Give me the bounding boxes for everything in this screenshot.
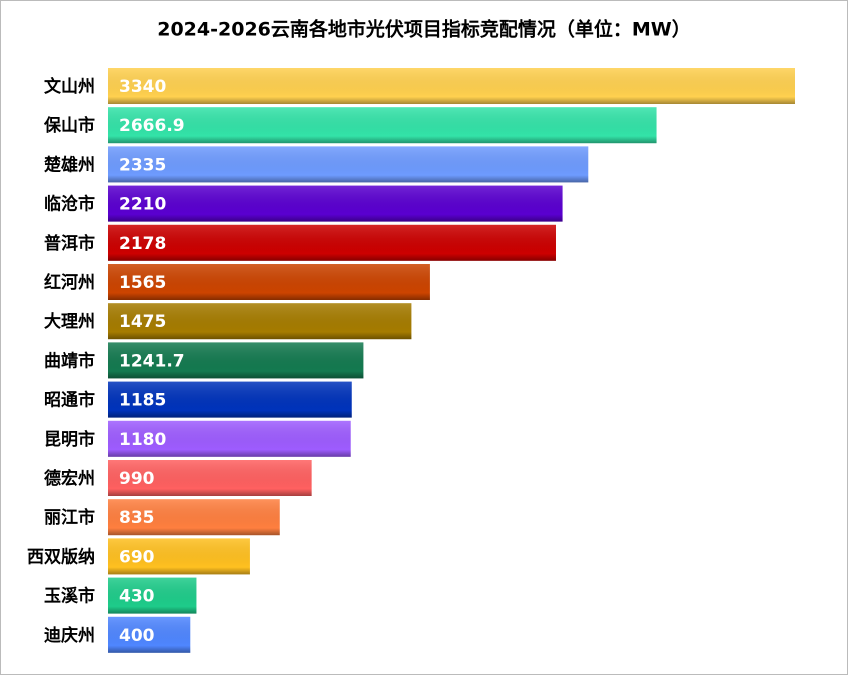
bar-shade xyxy=(108,342,364,379)
value-label: 690 xyxy=(119,547,155,567)
bar-shade xyxy=(108,146,589,183)
value-label: 1565 xyxy=(119,273,166,293)
value-label: 1180 xyxy=(119,430,166,450)
bar-shade xyxy=(108,107,657,144)
value-label: 400 xyxy=(119,626,155,646)
category-label: 迪庆州 xyxy=(44,625,95,646)
category-label: 德宏州 xyxy=(44,468,95,489)
value-label: 430 xyxy=(119,587,155,607)
category-label: 曲靖市 xyxy=(44,350,95,371)
bar-shade xyxy=(108,499,280,536)
bar-shade xyxy=(108,303,412,340)
bar-shade xyxy=(108,577,197,614)
value-label: 835 xyxy=(119,508,155,528)
category-label: 临沧市 xyxy=(44,194,95,215)
bar-shade xyxy=(108,381,352,418)
bar-shade xyxy=(108,460,312,496)
bar-shade xyxy=(108,185,563,222)
category-label: 红河州 xyxy=(44,272,95,293)
bar-shade xyxy=(108,538,250,575)
value-label: 3340 xyxy=(119,77,166,97)
category-label: 大理州 xyxy=(44,311,95,332)
category-label: 西双版纳 xyxy=(27,546,95,567)
bar-shade xyxy=(108,420,351,457)
value-label: 990 xyxy=(119,469,155,489)
category-label: 丽江市 xyxy=(44,507,95,528)
value-label: 1185 xyxy=(119,391,166,411)
bar-shade xyxy=(108,264,430,300)
bar-shade xyxy=(108,224,556,261)
category-label: 玉溪市 xyxy=(44,586,95,607)
category-label: 保山市 xyxy=(43,115,95,136)
value-label: 2178 xyxy=(119,234,166,254)
value-label: 2210 xyxy=(119,195,166,215)
category-label: 普洱市 xyxy=(44,233,95,254)
category-label: 文山州 xyxy=(44,76,95,97)
bar-shade xyxy=(108,616,191,653)
value-label: 2335 xyxy=(119,155,166,175)
value-label: 1475 xyxy=(119,312,166,332)
category-label: 昆明市 xyxy=(44,429,95,450)
value-label: 1241.7 xyxy=(119,351,185,371)
category-label: 昭通市 xyxy=(44,390,95,411)
chart-title: 2024-2026云南各地市光伏项目指标竞配情况（单位：MW） xyxy=(157,18,691,41)
value-label: 2666.9 xyxy=(119,116,185,136)
category-label: 楚雄州 xyxy=(44,154,95,175)
bar-shade xyxy=(108,68,795,104)
